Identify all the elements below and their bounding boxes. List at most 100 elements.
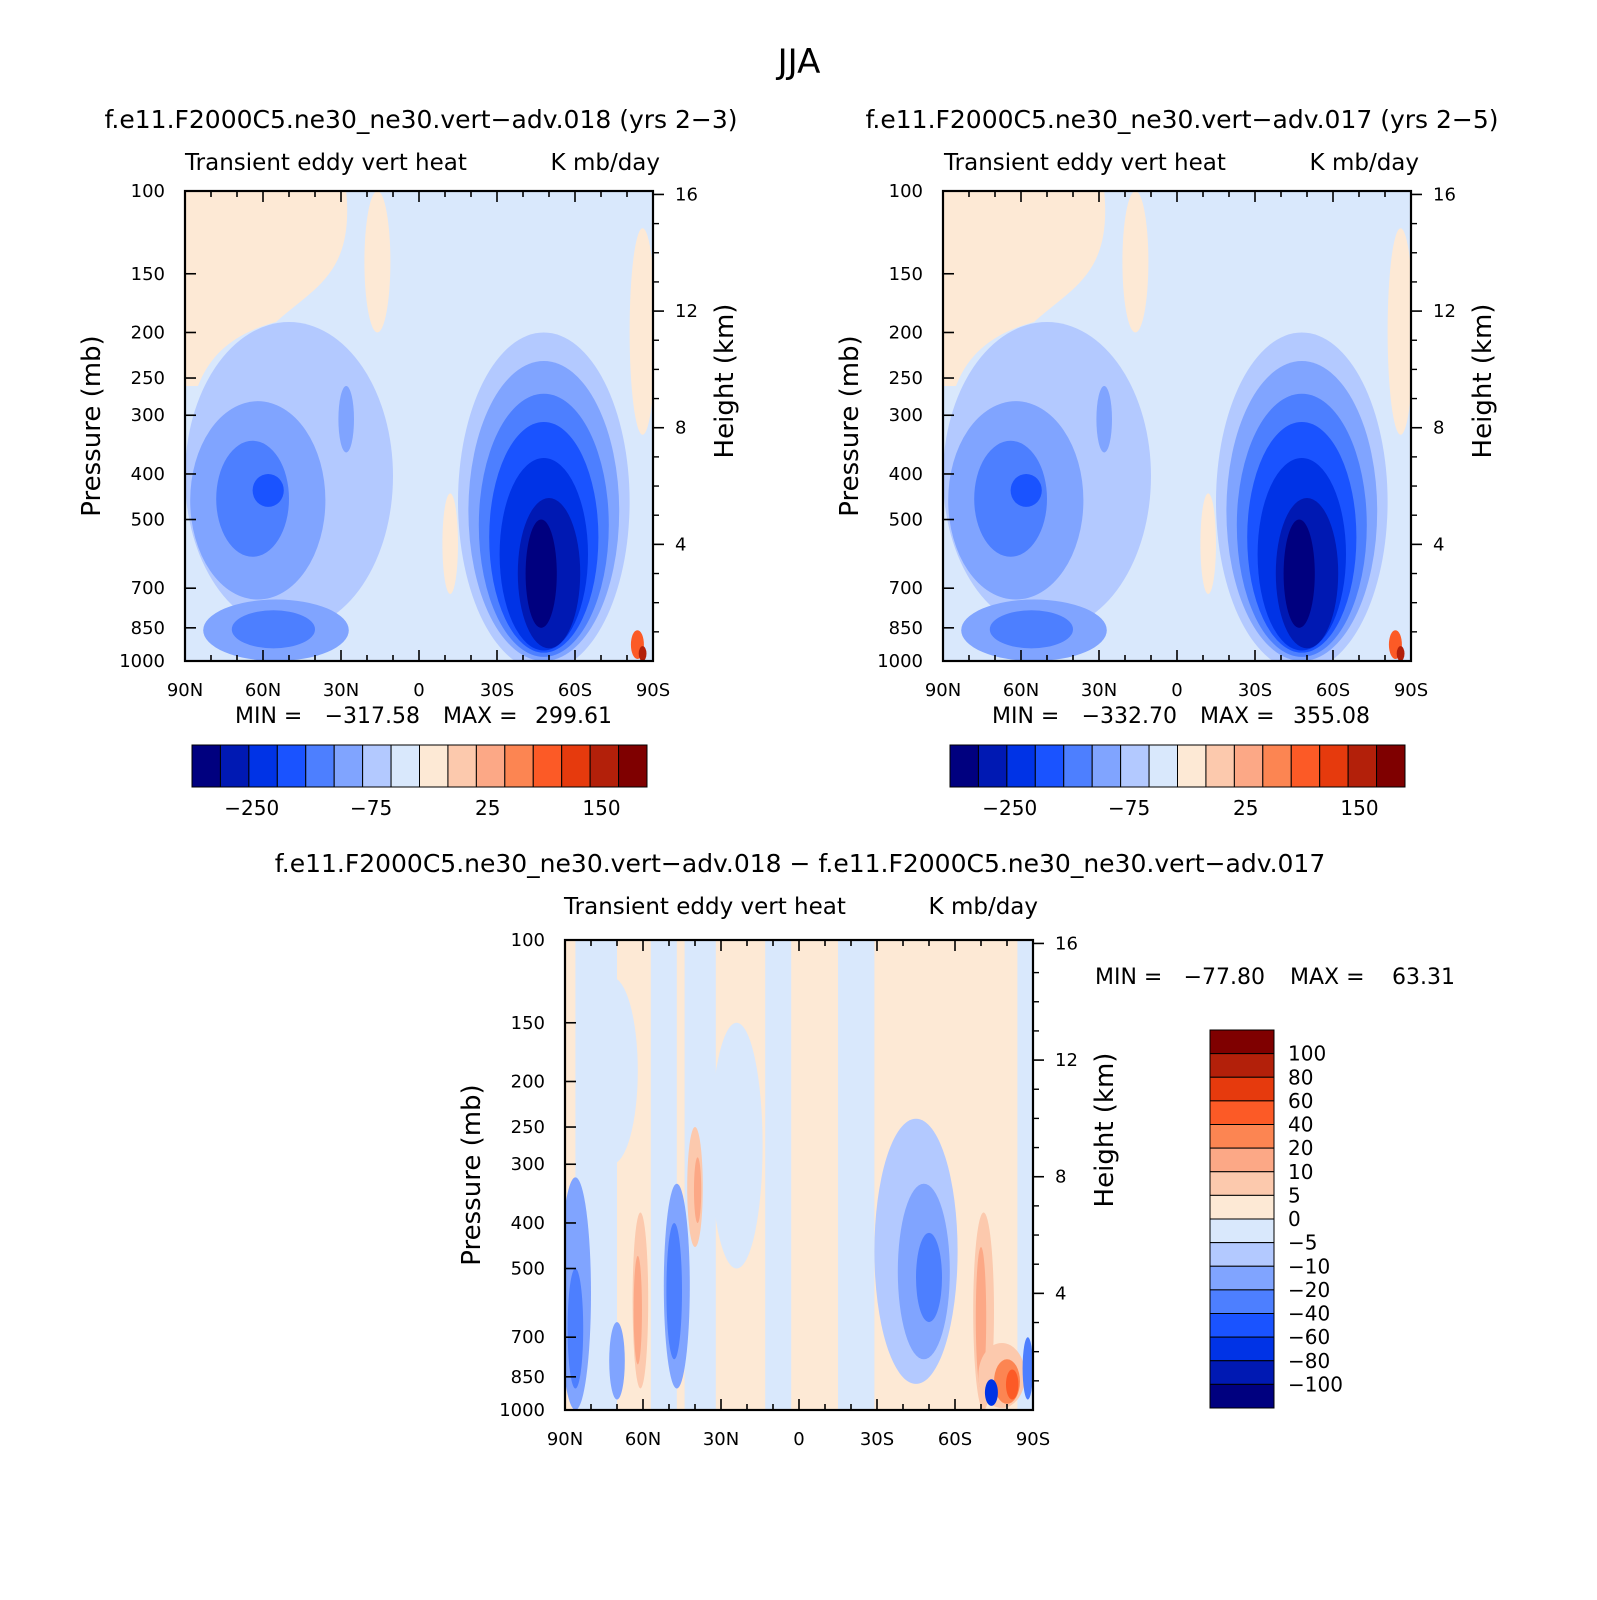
max-label: MAX = <box>1200 704 1275 729</box>
colorbar-label: 0 <box>1288 1207 1301 1231</box>
y-tick-label: 1000 <box>119 651 165 672</box>
y-tick-label: 250 <box>131 368 165 389</box>
colorbar-label: −10 <box>1288 1254 1330 1278</box>
x-tick-label: 90S <box>1016 1429 1050 1450</box>
colorbar-box <box>1091 744 1122 788</box>
colorbar-box <box>419 744 449 788</box>
y-tick-label: 700 <box>131 578 165 599</box>
contour-region <box>1005 1369 1019 1400</box>
min-label: MIN = <box>1095 965 1162 990</box>
colorbar-box <box>219 744 250 788</box>
colorbar-label: −80 <box>1288 1349 1330 1373</box>
colorbar-label: −60 <box>1288 1325 1330 1349</box>
x-tick-label: 60S <box>938 1429 972 1450</box>
y2-axis-label: Height (km) <box>710 304 740 459</box>
colorbar-box <box>949 744 979 788</box>
contour-region <box>609 1322 625 1400</box>
panel-title: f.e11.F2000C5.ne30_ne30.vert−adv.018 (yr… <box>104 105 737 134</box>
colorbar-label: −250 <box>224 796 279 820</box>
panel-title: f.e11.F2000C5.ne30_ne30.vert−adv.018 − f… <box>275 849 1325 878</box>
x-tick-label: 30N <box>703 1429 739 1450</box>
x-tick-label: 90S <box>1394 680 1428 701</box>
colorbar-box <box>1233 744 1264 788</box>
contour-region <box>1017 940 1033 1410</box>
x-tick-label: 60N <box>1003 680 1039 701</box>
colorbar-box <box>1209 1265 1275 1291</box>
colorbar-label: 25 <box>1233 796 1258 820</box>
colorbar-label: 25 <box>475 796 500 820</box>
y-axis-label: Pressure (mb) <box>457 1084 487 1265</box>
y2-axis-label: Height (km) <box>1468 304 1498 459</box>
field-contours <box>185 191 653 661</box>
colorbar-box <box>1209 1218 1275 1244</box>
x-tick-label: 0 <box>793 1429 804 1450</box>
colorbar-box <box>561 744 591 788</box>
panel-units: K mb/day <box>551 150 660 176</box>
x-tick-label: 90N <box>167 680 203 701</box>
panel-subtitle: Transient eddy vert heat <box>943 150 1226 176</box>
colorbar-box <box>1262 744 1292 788</box>
colorbar-box <box>1177 744 1207 788</box>
x-tick-label: 30S <box>480 680 514 701</box>
colorbar-label: −5 <box>1288 1231 1317 1255</box>
y-tick-label: 500 <box>889 510 923 531</box>
colorbar-label: −250 <box>982 796 1037 820</box>
colorbar-box <box>1209 1194 1275 1220</box>
y-axis-label: Pressure (mb) <box>77 335 107 516</box>
y-tick-label: 100 <box>889 181 923 202</box>
colorbar-label: 5 <box>1288 1183 1301 1207</box>
contour-region <box>567 1268 584 1389</box>
y-tick-label: 100 <box>511 930 545 951</box>
colorbar-box <box>1209 1147 1275 1173</box>
contour-region <box>984 1379 998 1406</box>
y-tick-label: 150 <box>131 264 165 285</box>
y-tick-label: 150 <box>511 1013 545 1034</box>
plot-axes: 90N 60N 30N 0 30S 60S 90S 100 150 200 250 300 400 500… <box>457 930 1120 1450</box>
plot-axes: 90N 60N 30N 0 30S 60S 90S 100 150 200 250 300 400 500… <box>77 181 740 701</box>
colorbar-box <box>1319 744 1349 788</box>
contour-region <box>943 191 1106 387</box>
panel-top-right: f.e11.F2000C5.ne30_ne30.vert−adv.017 (yr… <box>835 105 1499 820</box>
contour-region <box>666 1222 682 1360</box>
y-tick-label: 400 <box>131 464 165 485</box>
contour-region <box>765 940 792 1410</box>
contour-region <box>693 1157 702 1223</box>
y2-tick-label: 12 <box>1055 1050 1078 1071</box>
y2-tick-label: 16 <box>675 184 698 205</box>
contour-region <box>638 646 647 661</box>
colorbar-box <box>333 744 364 788</box>
max-value: 63.31 <box>1392 965 1455 990</box>
contour-region <box>252 473 284 507</box>
contour-region <box>633 1255 642 1365</box>
field-layer <box>565 940 1033 1410</box>
colorbar-label: −75 <box>350 796 392 820</box>
colorbar-box <box>1148 744 1178 788</box>
y2-tick-label: 8 <box>1433 418 1444 439</box>
y-tick-label: 200 <box>131 322 165 343</box>
contour-region <box>442 493 459 594</box>
colorbar-box <box>276 744 307 788</box>
x-tick-label: 60S <box>558 680 592 701</box>
x-tick-label: 60N <box>245 680 281 701</box>
colorbar-box <box>532 744 563 788</box>
panel-subtitle: Transient eddy vert heat <box>184 150 467 176</box>
y-tick-label: 700 <box>511 1327 545 1348</box>
colorbar: −250 −75 25 150 <box>949 744 1406 820</box>
colorbar-box <box>1209 1289 1275 1314</box>
colorbar-box <box>589 744 620 788</box>
y2-tick-label: 16 <box>1055 933 1078 954</box>
colorbar-box <box>1063 744 1093 788</box>
colorbar-label: −20 <box>1288 1278 1330 1302</box>
x-tick-label: 30N <box>323 680 359 701</box>
x-tick-label: 60N <box>625 1429 661 1450</box>
panel-title: f.e11.F2000C5.ne30_ne30.vert−adv.017 (yr… <box>865 105 1498 134</box>
panel-units: K mb/day <box>1310 150 1419 176</box>
colorbar-label: 40 <box>1288 1113 1313 1137</box>
contour-region <box>989 610 1073 649</box>
colorbar-label: −100 <box>1288 1372 1343 1396</box>
contour-region <box>1387 228 1411 435</box>
colorbar-box <box>475 744 506 788</box>
contour-region <box>1283 519 1315 628</box>
colorbar-box <box>1209 1100 1275 1125</box>
max-value: 299.61 <box>535 704 612 729</box>
